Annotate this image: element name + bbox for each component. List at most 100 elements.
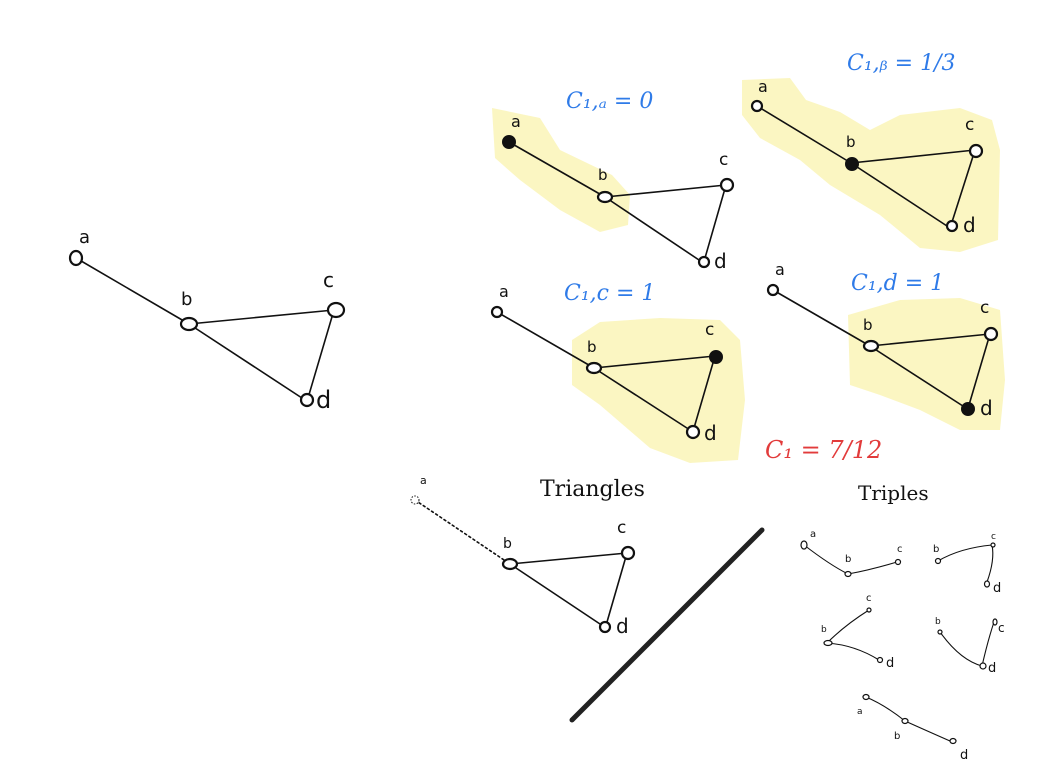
label-c: c bbox=[323, 268, 334, 292]
triples-title: Triples bbox=[858, 481, 929, 505]
node-d bbox=[950, 739, 956, 744]
label-d: d bbox=[988, 661, 996, 676]
label-b: b bbox=[503, 536, 512, 552]
node-d bbox=[985, 581, 990, 587]
label-d: d bbox=[993, 581, 1001, 596]
label-b: b bbox=[933, 544, 939, 555]
label-b: b bbox=[846, 133, 856, 151]
edge-b-d bbox=[510, 564, 603, 626]
node-d bbox=[301, 394, 313, 406]
node-c bbox=[993, 619, 997, 625]
result-c1: C₁ = 7/12 bbox=[765, 436, 882, 464]
label-d: d bbox=[980, 396, 993, 420]
label-d: d bbox=[963, 213, 976, 237]
node-b bbox=[503, 559, 517, 569]
node-b bbox=[936, 559, 941, 564]
label-c: c bbox=[705, 320, 714, 340]
label-d: d bbox=[616, 614, 629, 638]
label-a: a bbox=[79, 227, 90, 248]
label-b: b bbox=[863, 316, 873, 334]
node-a bbox=[752, 101, 762, 111]
node-c bbox=[721, 179, 733, 191]
label-b: b bbox=[821, 625, 827, 635]
edge-b-d bbox=[605, 197, 702, 262]
node-b bbox=[181, 318, 197, 330]
triangles-section: Triangles a b c d bbox=[411, 474, 645, 638]
edge-c-d bbox=[607, 553, 627, 622]
label-a: a bbox=[775, 260, 785, 279]
edge-c-d bbox=[705, 185, 726, 258]
triangles-title: Triangles bbox=[540, 477, 645, 502]
panel-c1c: a b c d C₁,c = 1 bbox=[492, 281, 745, 463]
label-d: d bbox=[704, 421, 717, 445]
edge-b-c bbox=[189, 310, 334, 324]
node-b bbox=[845, 572, 851, 577]
highlight-c bbox=[572, 318, 745, 463]
triple-edges bbox=[827, 610, 879, 660]
title-c1d: C₁,d = 1 bbox=[851, 271, 944, 296]
triple-a-b-c: a b c bbox=[801, 529, 903, 577]
node-c bbox=[991, 543, 995, 547]
label-a: a bbox=[857, 707, 863, 717]
node-b bbox=[587, 363, 601, 373]
panel-c1d: a b c d C₁,d = 1 bbox=[768, 260, 1005, 430]
label-d: d bbox=[886, 656, 894, 671]
node-a bbox=[768, 285, 778, 295]
node-d bbox=[878, 658, 883, 663]
label-a: a bbox=[420, 474, 427, 487]
label-b: b bbox=[845, 554, 851, 565]
node-b bbox=[846, 158, 858, 170]
title-c1a: C₁,ₐ = 0 bbox=[566, 89, 653, 114]
node-c bbox=[985, 328, 997, 340]
node-a-dashed bbox=[411, 496, 419, 504]
edge-c-d bbox=[308, 310, 334, 398]
node-d bbox=[980, 663, 986, 669]
node-d bbox=[687, 426, 699, 438]
label-b: b bbox=[598, 166, 608, 184]
triple-b-c-d: b c d bbox=[933, 532, 1001, 596]
node-d bbox=[962, 403, 974, 415]
edge-b-c bbox=[510, 553, 627, 564]
label-c: c bbox=[991, 532, 996, 542]
node-d bbox=[600, 622, 610, 632]
label-c: c bbox=[998, 621, 1005, 635]
node-c bbox=[896, 560, 901, 565]
triple-edges bbox=[940, 622, 994, 666]
label-d: d bbox=[316, 386, 331, 414]
label-b: b bbox=[935, 617, 941, 627]
label-c: c bbox=[980, 298, 989, 318]
label-b: b bbox=[181, 289, 192, 310]
label-a: a bbox=[810, 529, 816, 540]
highlight-b bbox=[742, 78, 1000, 252]
main-graph: a b c d bbox=[70, 227, 344, 414]
node-b bbox=[938, 630, 942, 634]
node-a bbox=[801, 541, 807, 549]
label-d: d bbox=[960, 748, 968, 763]
label-c: c bbox=[965, 115, 974, 135]
node-d bbox=[699, 257, 709, 267]
triple-c-b-d: c b d bbox=[821, 593, 894, 671]
label-c: c bbox=[617, 518, 626, 538]
label-c: c bbox=[866, 593, 872, 604]
node-b bbox=[824, 641, 832, 646]
label-b: b bbox=[587, 338, 597, 356]
edge-a-b bbox=[76, 258, 189, 324]
label-d: d bbox=[714, 249, 727, 273]
edge-a-b-dashed bbox=[415, 500, 510, 564]
label-c: c bbox=[897, 544, 903, 555]
triples-section: Triples a b c b c d c b bbox=[801, 481, 1005, 763]
node-a bbox=[863, 695, 869, 700]
label-a: a bbox=[499, 282, 509, 301]
label-a: a bbox=[758, 77, 768, 96]
node-c bbox=[622, 547, 634, 559]
title-c1b: C₁,ᵦ = 1/3 bbox=[847, 51, 955, 76]
node-c bbox=[328, 303, 344, 317]
node-d bbox=[947, 221, 957, 231]
label-c: c bbox=[719, 150, 728, 170]
label-b: b bbox=[894, 731, 900, 742]
node-b bbox=[598, 192, 612, 202]
node-a bbox=[492, 307, 502, 317]
node-a bbox=[503, 136, 515, 148]
panel-c1a: a b c d C₁,ₐ = 0 bbox=[492, 89, 733, 273]
